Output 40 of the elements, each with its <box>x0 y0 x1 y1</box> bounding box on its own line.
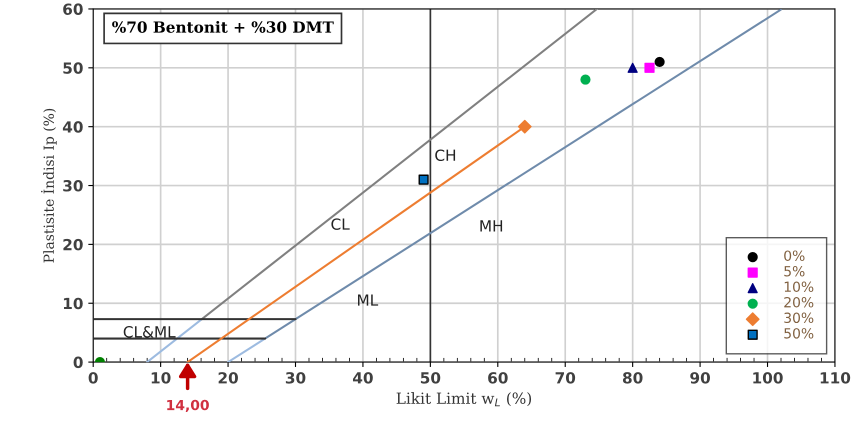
point <box>418 174 429 185</box>
point <box>518 120 532 134</box>
annotation: CL <box>331 218 350 230</box>
y-tick-label: 10 <box>64 298 83 310</box>
legend-label: 30% <box>784 312 814 324</box>
annotation: 14,00 <box>167 400 209 412</box>
x-tick-label: 80 <box>622 372 643 384</box>
x-tick-label: 110 <box>820 372 850 384</box>
x-tick-label: 60 <box>488 372 508 384</box>
point <box>654 56 665 68</box>
annotation: MH <box>480 220 502 232</box>
legend-label: 20% <box>784 297 814 308</box>
annotation: CL&ML <box>124 326 176 338</box>
x-tick-label: 30 <box>286 372 306 384</box>
x-axis-title: Likit Limit w$_{L}$ (%) <box>396 392 532 406</box>
point <box>628 62 638 73</box>
x-tick-label: 70 <box>556 372 576 384</box>
annotation: ML <box>358 294 378 306</box>
legend-label: 0% <box>784 250 805 261</box>
x-tick-label: 50 <box>420 372 440 384</box>
x-tick-label: 10 <box>152 372 171 384</box>
legend-label: 50% <box>784 328 814 339</box>
y-tick-label: 60 <box>63 3 83 15</box>
text: %70 Bentonit + %30 DMT <box>112 20 334 33</box>
y-tick-label: 40 <box>62 121 83 133</box>
y-tick-label: 30 <box>63 180 83 192</box>
x-tick-label: 100 <box>753 372 783 384</box>
legend-label: 5% <box>784 266 805 276</box>
x-tick-label: 0 <box>88 372 98 384</box>
x-tick-label: 90 <box>690 372 710 384</box>
y-tick-label: 0 <box>74 356 83 368</box>
y-axis-title: Plastisite İndisi Ip (%) <box>41 108 57 263</box>
x-tick-label: 20 <box>218 372 238 384</box>
legend-label: 10% <box>784 281 814 292</box>
y-tick-label: 20 <box>63 238 83 250</box>
x-tick-label: 40 <box>352 372 373 384</box>
y-tick-label: 50 <box>63 62 83 74</box>
point <box>580 74 591 85</box>
annotation: CH <box>435 149 456 162</box>
point <box>644 62 655 73</box>
